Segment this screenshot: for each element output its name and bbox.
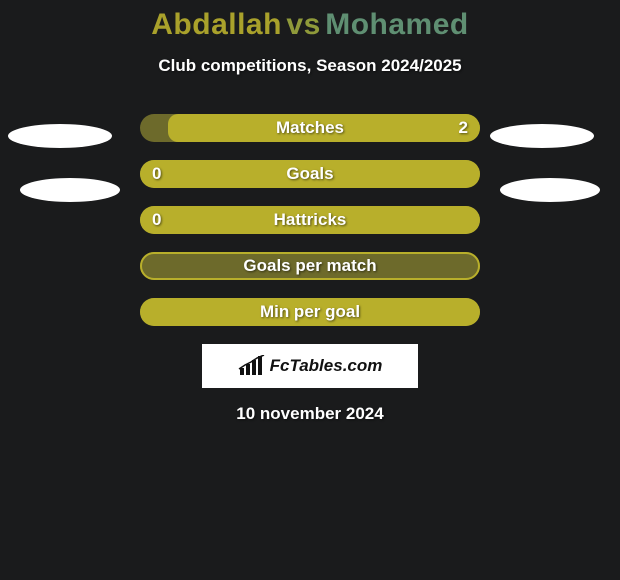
stat-track: Goals per match [140, 252, 480, 280]
stats-rows: 2Matches 0Goals 0Hattricks Goals per match M… [0, 114, 620, 326]
stat-fill [168, 114, 480, 142]
stat-track: 0Hattricks [140, 206, 480, 234]
stat-row: Min per goal [0, 298, 620, 326]
player-a-name: Abdallah [151, 8, 282, 41]
vs-text: vs [286, 8, 320, 41]
brand-text: FcTables.com [270, 356, 383, 376]
competition-subtitle: Club competitions, Season 2024/2025 [0, 56, 620, 76]
snapshot-date: 10 november 2024 [0, 404, 620, 424]
brand-name: FcTables [270, 356, 343, 375]
stat-fill [140, 298, 480, 326]
stat-track: 2Matches [140, 114, 480, 142]
brand-suffix: .com [343, 356, 383, 375]
stat-row: 0Goals [0, 160, 620, 188]
stat-track: Min per goal [140, 298, 480, 326]
stat-fill-outline [140, 252, 480, 280]
stat-fill [140, 206, 480, 234]
player-b-name: Mohamed [325, 8, 469, 41]
stat-fill [140, 160, 480, 188]
brand-logo-box: FcTables.com [202, 344, 418, 388]
stat-row: 2Matches [0, 114, 620, 142]
chart-icon [238, 355, 266, 377]
stat-row: Goals per match [0, 252, 620, 280]
stat-row: 0Hattricks [0, 206, 620, 234]
comparison-title: Abdallah vs Mohamed [0, 0, 620, 42]
stat-track: 0Goals [140, 160, 480, 188]
